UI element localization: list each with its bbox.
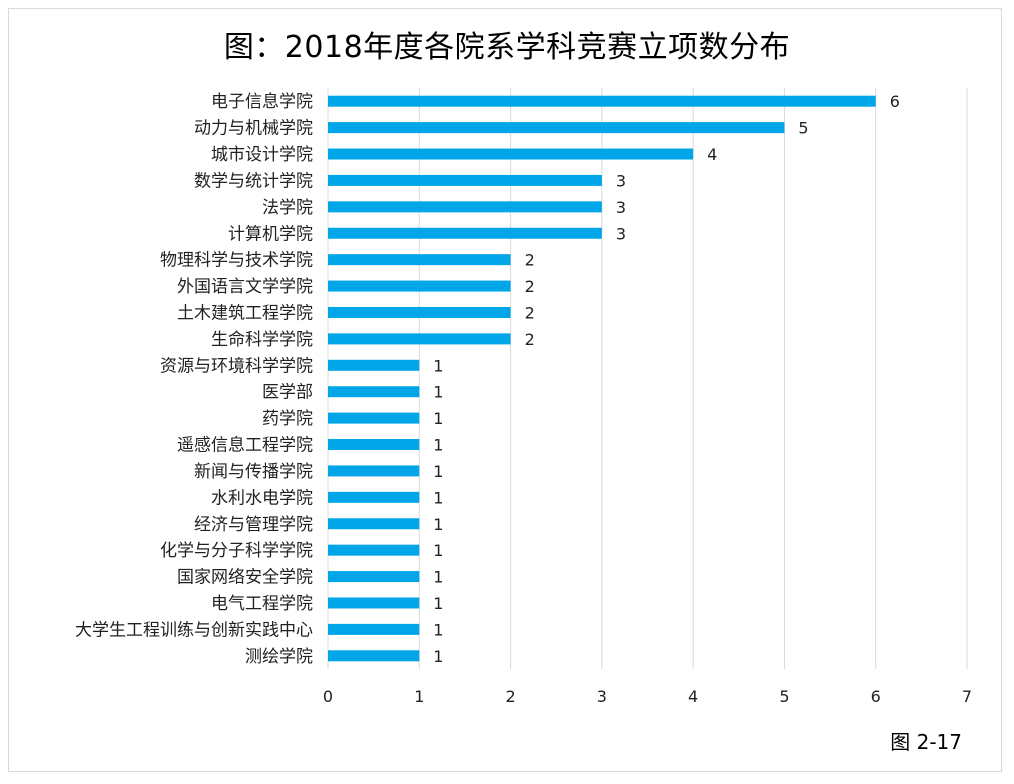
data-label: 3 [616, 198, 626, 217]
bar [328, 386, 420, 398]
data-label: 1 [433, 568, 443, 587]
data-label: 6 [890, 92, 900, 111]
x-tick-label: 7 [962, 687, 972, 706]
data-label: 3 [616, 171, 626, 190]
category-label: 动力与机械学院 [194, 119, 313, 139]
x-tick-label: 5 [779, 687, 789, 706]
data-label: 1 [433, 541, 443, 560]
data-label: 2 [525, 277, 535, 296]
category-label: 大学生工程训练与创新实践中心 [75, 620, 313, 640]
x-tick-label: 4 [688, 687, 698, 706]
category-label: 电子信息学院 [211, 92, 313, 112]
data-label: 1 [433, 383, 443, 402]
x-tick-label: 2 [505, 687, 515, 706]
data-label: 1 [433, 409, 443, 428]
data-label: 1 [433, 620, 443, 639]
category-label: 水利水电学院 [211, 488, 313, 508]
x-tick-label: 6 [871, 687, 881, 706]
data-label: 1 [433, 436, 443, 455]
data-label: 3 [616, 224, 626, 243]
category-label: 外国语言文学学院 [177, 277, 313, 297]
category-label: 电气工程学院 [211, 594, 313, 614]
category-label: 数学与统计学院 [194, 171, 313, 191]
data-label: 2 [525, 251, 535, 270]
bar [328, 280, 511, 292]
category-label: 土木建筑工程学院 [177, 303, 313, 323]
category-label: 新闻与传播学院 [194, 462, 313, 482]
category-label: 生命科学学院 [211, 330, 313, 350]
bar [328, 650, 420, 662]
data-label: 1 [433, 515, 443, 534]
bar [328, 439, 420, 451]
bar [328, 623, 420, 635]
bar [328, 597, 420, 609]
bar [328, 174, 602, 186]
x-tick-label: 0 [323, 687, 333, 706]
data-label: 2 [525, 330, 535, 349]
category-label: 医学部 [262, 383, 313, 403]
data-label: 1 [433, 488, 443, 507]
figure-number: 图 2-17 [890, 730, 962, 754]
data-label: 2 [525, 303, 535, 322]
data-label: 1 [433, 594, 443, 613]
bar [328, 201, 602, 213]
bar [328, 571, 420, 583]
data-label: 1 [433, 356, 443, 375]
category-label: 资源与环境科学学院 [160, 356, 313, 376]
category-label: 经济与管理学院 [194, 515, 313, 535]
bar [328, 359, 420, 371]
data-label: 1 [433, 647, 443, 666]
chart-frame [8, 8, 1002, 772]
chart-title: 图：2018年度各院系学科竞赛立项数分布 [223, 30, 791, 65]
bar [328, 254, 511, 266]
category-label: 计算机学院 [228, 224, 313, 244]
bar [328, 333, 511, 345]
data-label: 1 [433, 462, 443, 481]
category-label: 物理科学与技术学院 [160, 251, 313, 271]
category-label: 遥感信息工程学院 [177, 436, 313, 456]
bar [328, 95, 876, 107]
category-label: 药学院 [262, 409, 313, 429]
data-label: 4 [707, 145, 717, 164]
category-label: 城市设计学院 [211, 145, 313, 165]
x-tick-label: 3 [597, 687, 607, 706]
bar [328, 491, 420, 503]
x-tick-label: 1 [414, 687, 424, 706]
category-label: 测绘学院 [245, 647, 313, 667]
bar [328, 148, 694, 160]
bar [328, 465, 420, 477]
bar [328, 412, 420, 424]
bar [328, 518, 420, 530]
bar [328, 544, 420, 556]
category-label: 国家网络安全学院 [177, 568, 313, 588]
bar [328, 306, 511, 318]
category-label: 化学与分子科学学院 [160, 541, 313, 561]
bar [328, 122, 785, 134]
category-label: 法学院 [262, 198, 313, 218]
bar [328, 227, 602, 239]
data-label: 5 [798, 119, 808, 138]
